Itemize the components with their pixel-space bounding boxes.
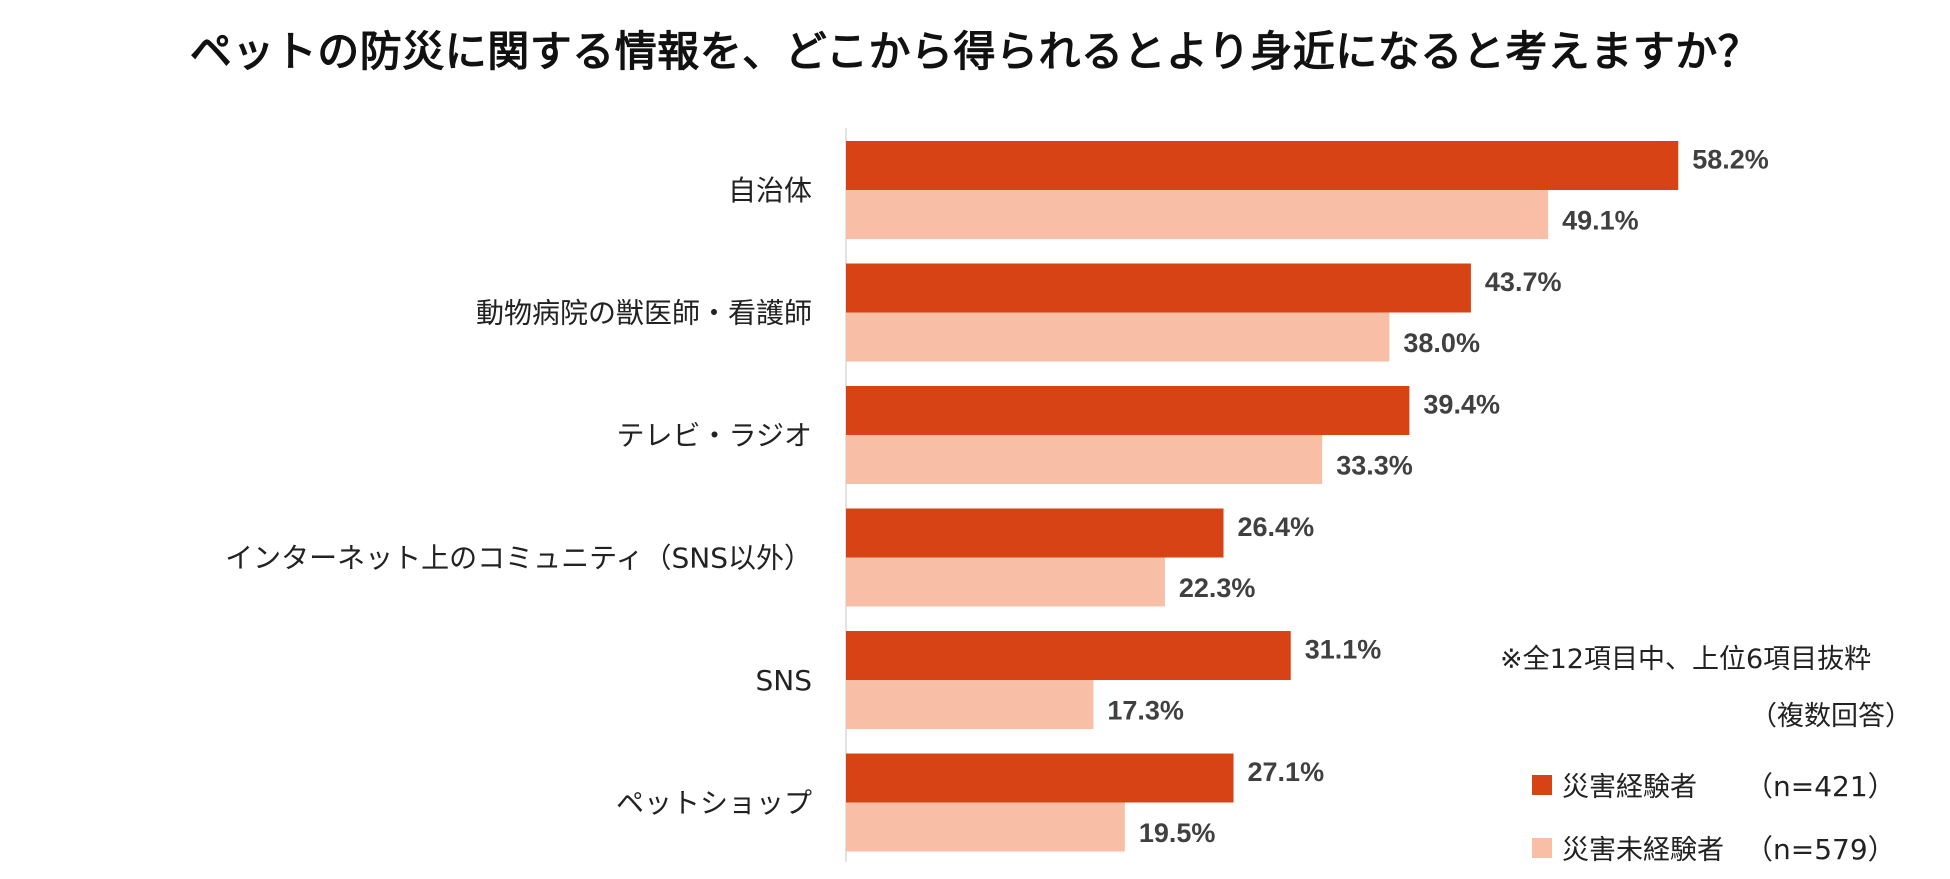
value-label: 27.1% (1248, 757, 1325, 787)
value-label: 22.3% (1179, 573, 1256, 603)
bar-experienced (846, 263, 1471, 313)
category-label: テレビ・ラジオ (617, 419, 812, 452)
bar-experienced (846, 386, 1410, 435)
value-label: 38.0% (1403, 328, 1480, 358)
legend-item-inexperienced: 災害未経験者 (1532, 828, 1724, 867)
bar-experienced (846, 141, 1679, 190)
value-label: 31.1% (1305, 635, 1382, 665)
bar-inexperienced (846, 802, 1125, 852)
legend-n-inexperienced: （n=579） (1745, 833, 1896, 866)
bar-experienced (846, 631, 1291, 680)
bar-experienced (846, 508, 1224, 558)
bar-inexperienced (846, 190, 1549, 239)
value-label: 17.3% (1107, 696, 1184, 726)
multiple-answer-note: （複数回答） (1750, 701, 1912, 732)
bar-inexperienced (846, 312, 1390, 362)
value-label: 49.1% (1562, 206, 1639, 236)
legend-swatch-experienced (1532, 774, 1552, 795)
bar-inexperienced (846, 680, 1094, 729)
legend-label-experienced: 災害経験者 (1562, 772, 1697, 803)
bar-experienced (846, 753, 1234, 803)
chart-title: ペットの防災に関する情報を、どこから得られるとより身近になると考えますか？ (189, 27, 1761, 76)
bar-inexperienced (846, 557, 1165, 607)
legend-label-inexperienced: 災害未経験者 (1562, 835, 1724, 866)
value-label: 58.2% (1692, 145, 1769, 175)
legend-swatch-inexperienced (1532, 837, 1552, 858)
bar-inexperienced (846, 435, 1323, 484)
category-label: ペットショップ (616, 787, 812, 820)
value-label: 39.4% (1423, 390, 1500, 420)
value-label: 43.7% (1485, 267, 1562, 297)
category-label: インターネット上のコミュニティ（SNS以外） (225, 542, 812, 575)
category-label: 動物病院の獣医師・看護師 (476, 297, 812, 330)
value-label: 19.5% (1139, 818, 1216, 848)
category-label: SNS (756, 664, 813, 697)
legend-n-experienced: （n=421） (1745, 770, 1896, 803)
value-label: 33.3% (1336, 451, 1413, 481)
category-label: 自治体 (728, 174, 812, 207)
value-label: 26.4% (1238, 512, 1315, 542)
legend-item-experienced: 災害経験者 (1532, 765, 1697, 804)
subset-note: ※全12項目中、上位6項目抜粋 (1500, 644, 1872, 675)
